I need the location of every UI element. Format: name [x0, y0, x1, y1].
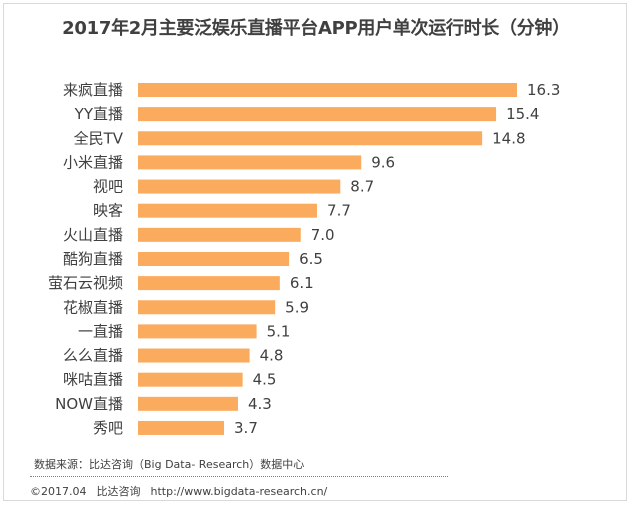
- value-label: 4.5: [253, 371, 277, 389]
- value-label: 9.6: [371, 153, 395, 171]
- value-label: 5.1: [267, 322, 291, 340]
- footer-divider: [30, 476, 448, 477]
- category-label: 全民TV: [74, 129, 124, 147]
- category-label: 萤石云视频: [48, 274, 123, 292]
- bar: [138, 227, 301, 242]
- category-label: 秀吧: [93, 419, 123, 437]
- bar: [138, 179, 341, 194]
- value-label: 7.0: [311, 226, 335, 244]
- bar: [138, 155, 362, 170]
- bar: [138, 300, 276, 315]
- bar: [138, 420, 225, 435]
- value-label: 7.7: [327, 202, 351, 220]
- value-label: 4.8: [260, 347, 284, 365]
- copyright-date: ©2017.04: [30, 485, 87, 498]
- bar: [138, 107, 497, 122]
- category-label: 一直播: [78, 322, 123, 340]
- bar: [138, 396, 238, 411]
- value-label: 8.7: [350, 178, 374, 196]
- value-labels: 16.3 15.4 14.8 9.6 8.7 7.7 7.0 6.5 6.1 5.9 5.1 4.8 4…: [234, 81, 560, 437]
- category-label: 来疯直播: [63, 81, 123, 99]
- category-label: 映客: [93, 202, 123, 220]
- category-label: 小米直播: [63, 153, 123, 171]
- bar: [138, 372, 243, 387]
- bar: [138, 203, 318, 218]
- category-label: 花椒直播: [63, 298, 123, 316]
- category-label: 酷狗直播: [63, 250, 123, 268]
- value-label: 6.1: [290, 274, 314, 292]
- value-label: 3.7: [234, 419, 258, 437]
- bar: [138, 83, 517, 97]
- category-label: 视吧: [93, 178, 123, 196]
- data-source-note: 数据来源：比达咨询（Big Data- Research）数据中心: [34, 458, 305, 471]
- category-label: 咪咕直播: [63, 371, 123, 389]
- bar: [138, 131, 483, 146]
- bar: [138, 251, 290, 266]
- value-label: 4.3: [248, 395, 272, 413]
- category-label: NOW直播: [55, 395, 123, 413]
- bar: [138, 324, 257, 339]
- value-label: 6.5: [299, 250, 323, 268]
- footer-line: ©2017.04 比达咨询 http://www.bigdata-research.…: [30, 483, 337, 499]
- value-label: 15.4: [506, 105, 539, 123]
- value-label: 14.8: [492, 129, 525, 147]
- bars: [138, 83, 517, 435]
- chart-title: 2017年2月主要泛娱乐直播平台APP用户单次运行时长（分钟）: [62, 18, 570, 39]
- value-label: 16.3: [527, 81, 560, 99]
- category-label: 么么直播: [63, 347, 123, 365]
- bar: [138, 276, 280, 291]
- category-label: 火山直播: [63, 226, 123, 244]
- value-label: 5.9: [285, 298, 309, 316]
- company-name: 比达咨询: [96, 485, 141, 498]
- category-label: YY直播: [74, 105, 123, 123]
- website-url: http://www.bigdata-research.cn/: [150, 485, 328, 498]
- bar: [138, 348, 250, 363]
